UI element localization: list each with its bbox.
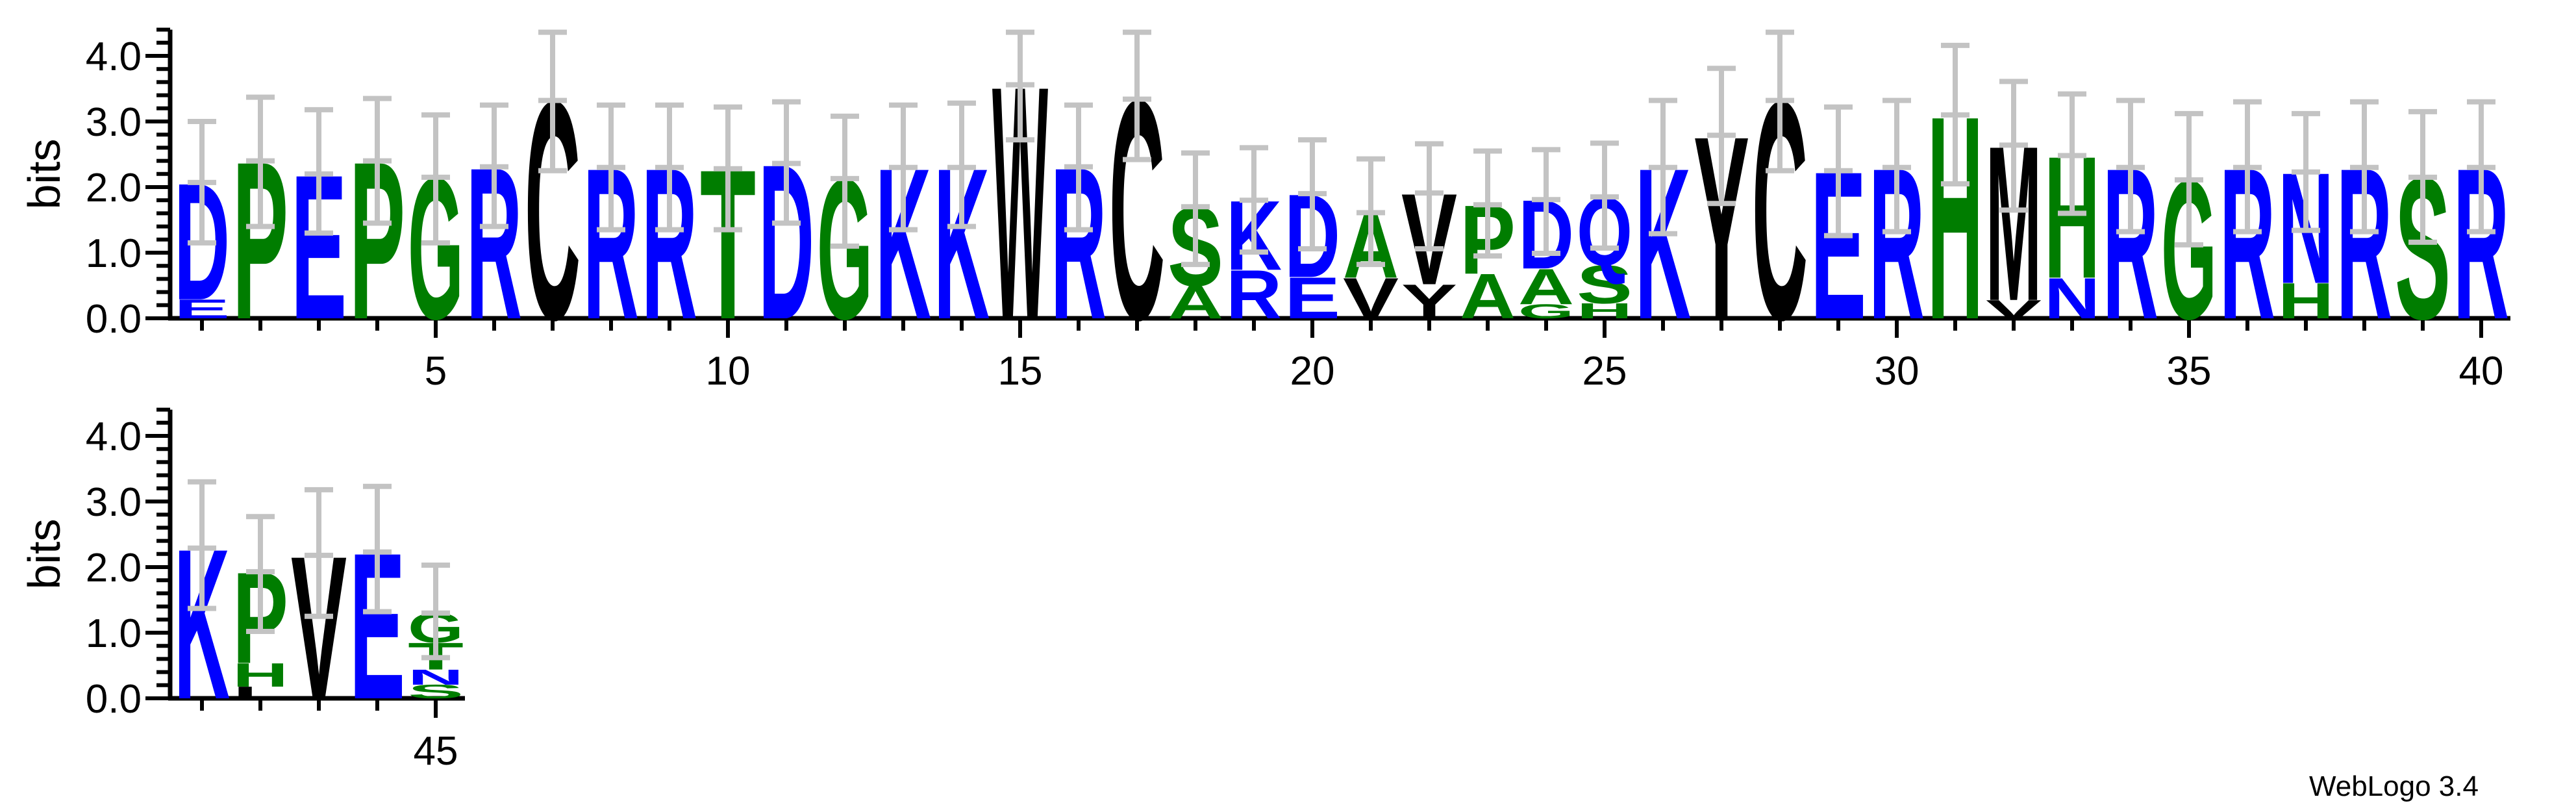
logo-letter-Y: Y [1401,274,1457,329]
error-bar [1766,29,1794,173]
x-tick-label: 5 [425,349,447,394]
error-bar [889,102,918,233]
logo-letter-E: E [174,294,230,324]
error-bar [1590,140,1619,251]
error-bar [597,102,625,233]
error-bar [1707,66,1736,207]
x-tick-label: 35 [2167,349,2212,394]
error-bar [714,104,742,233]
error-bar [2408,108,2437,245]
error-bar [1240,145,1268,255]
error-bar [947,100,976,229]
logo-letter-H: H [232,656,288,694]
error-bar [655,102,684,233]
error-bar [1298,137,1327,251]
weblogo-version-credit: WebLogo 3.4 [2309,770,2479,802]
error-bar [2467,99,2495,235]
logo-row-1: 0.01.02.03.04.0EDPEPG5RCRRT10DGKKW15RCAS… [86,17,2510,394]
error-bar [831,113,859,249]
logo-letter-V: V [1986,295,2042,324]
error-bar [246,94,275,229]
logo-letter-A: A [1518,258,1574,314]
logo-letter-H: H [2278,273,2334,329]
error-bar [188,479,216,611]
error-bar [363,483,392,615]
error-bar [1532,147,1560,257]
logo-letter-S: S [408,681,464,703]
y-tick-label: 3.0 [86,480,142,525]
error-bar [246,514,275,634]
error-bar [1357,156,1385,268]
logo-letter-A: A [1168,276,1223,328]
logo-letter-R: R [1226,255,1282,333]
y-tick-label: 4.0 [86,34,142,79]
y-tick-label: 2.0 [86,546,142,590]
error-bar [2058,91,2086,216]
error-bar [1415,141,1444,251]
error-bar [772,99,801,226]
y-tick-label: 2.0 [86,166,142,210]
error-bar [305,107,333,236]
x-tick-label: 25 [1582,349,1627,394]
y-tick-label: 0.0 [86,677,142,722]
x-tick-label: 10 [706,349,751,394]
x-tick-label: 30 [1875,349,1919,394]
error-bar [538,29,567,173]
error-bar [421,562,450,661]
error-bar [1941,42,1970,186]
error-bar [1999,79,2028,213]
error-bar [1006,29,1034,143]
logo-letter-H: H [1577,299,1632,323]
error-bar [1181,150,1210,268]
logo-letter-L: L [232,683,288,702]
error-bar [1064,102,1093,233]
error-bar [1649,97,1677,236]
y-axis-label-bits-row1: bits [19,138,69,210]
logo-row-2: 0.01.02.03.04.0KLHPVESNTG45 [86,407,465,774]
x-tick-label: 40 [2459,349,2504,394]
logo-letter-N: N [408,665,464,689]
error-bar [2175,110,2203,247]
logo-stack-pos-19: RK [1226,181,1282,333]
error-bar [1473,148,1502,259]
error-bar [480,102,508,229]
error-bar [2116,97,2145,235]
error-bar [2350,99,2379,235]
y-tick-label: 3.0 [86,100,142,145]
logo-letter-A: A [1460,260,1516,332]
x-tick-label: 45 [414,729,458,774]
logo-letter-S: S [1577,254,1632,314]
y-tick-label: 1.0 [86,611,142,656]
error-bar [2292,110,2320,233]
y-axis-label-bits-row2: bits [19,518,69,590]
error-bar [421,112,450,246]
error-bar [1824,104,1853,238]
error-bar [188,119,216,246]
x-tick-label: 20 [1290,349,1335,394]
y-tick-label: 0.0 [86,297,142,342]
error-bar [1123,29,1151,162]
x-tick-label: 15 [998,349,1043,394]
logo-letter-G: G [1518,299,1574,323]
error-bar [305,487,333,619]
y-tick-label: 1.0 [86,231,142,276]
error-bar [1882,97,1911,235]
error-bar [363,95,392,226]
y-tick-label: 4.0 [86,414,142,459]
error-bar [2233,99,2262,235]
